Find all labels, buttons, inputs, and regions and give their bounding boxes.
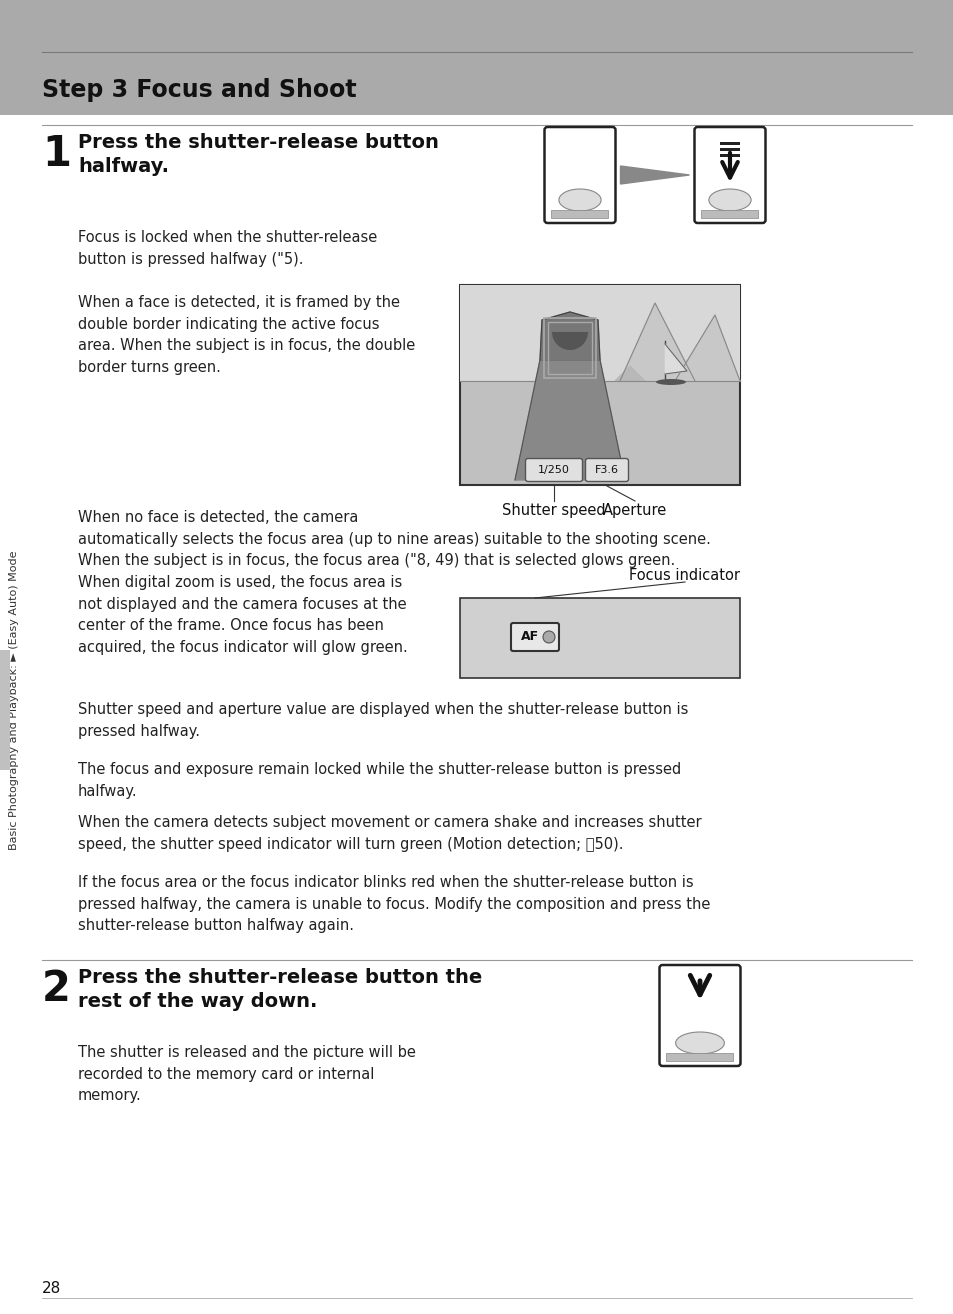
Bar xyxy=(547,322,592,374)
FancyBboxPatch shape xyxy=(525,459,582,481)
Polygon shape xyxy=(615,367,644,381)
Text: Basic Photography and Playback: ► (Easy Auto) Mode: Basic Photography and Playback: ► (Easy … xyxy=(9,551,19,850)
Text: Press the shutter-release button
halfway.: Press the shutter-release button halfway… xyxy=(78,133,438,176)
Polygon shape xyxy=(664,344,686,374)
Wedge shape xyxy=(552,332,587,350)
Bar xyxy=(0,0,953,116)
Polygon shape xyxy=(619,166,689,184)
Text: Focus is locked when the shutter-release
button is pressed halfway ("5).: Focus is locked when the shutter-release… xyxy=(78,230,376,267)
Text: The focus and exposure remain locked while the shutter-release button is pressed: The focus and exposure remain locked whi… xyxy=(78,762,680,799)
Bar xyxy=(720,142,740,145)
Bar xyxy=(700,210,758,218)
Bar xyxy=(666,1053,733,1060)
Text: When the camera detects subject movement or camera shake and increases shutter
s: When the camera detects subject movement… xyxy=(78,815,700,851)
Text: F3.6: F3.6 xyxy=(595,465,618,474)
Ellipse shape xyxy=(558,189,600,212)
Bar xyxy=(551,210,608,218)
Bar xyxy=(459,598,740,678)
Bar xyxy=(720,154,740,156)
Text: Press the shutter-release button the
rest of the way down.: Press the shutter-release button the res… xyxy=(78,968,482,1012)
Text: 1/250: 1/250 xyxy=(537,465,569,474)
FancyBboxPatch shape xyxy=(511,623,558,650)
Circle shape xyxy=(552,314,587,350)
Polygon shape xyxy=(539,311,599,360)
Circle shape xyxy=(542,631,555,643)
Ellipse shape xyxy=(656,378,685,385)
Bar xyxy=(459,285,740,381)
FancyBboxPatch shape xyxy=(694,127,764,223)
Bar xyxy=(459,285,740,485)
Text: 28: 28 xyxy=(42,1281,61,1296)
Text: Step 3 Focus and Shoot: Step 3 Focus and Shoot xyxy=(42,78,356,102)
Text: The shutter is released and the picture will be
recorded to the memory card or i: The shutter is released and the picture … xyxy=(78,1045,416,1104)
Polygon shape xyxy=(675,315,740,381)
FancyBboxPatch shape xyxy=(544,127,615,223)
Text: Shutter speed and aperture value are displayed when the shutter-release button i: Shutter speed and aperture value are dis… xyxy=(78,702,688,738)
Bar xyxy=(543,318,596,378)
Polygon shape xyxy=(619,304,695,381)
FancyBboxPatch shape xyxy=(659,964,740,1066)
FancyBboxPatch shape xyxy=(585,459,628,481)
Bar xyxy=(0,650,10,770)
Text: Focus indicator: Focus indicator xyxy=(629,568,740,583)
Bar xyxy=(720,148,740,151)
Polygon shape xyxy=(515,360,624,480)
Ellipse shape xyxy=(708,189,750,212)
Text: 2: 2 xyxy=(42,968,71,1010)
Text: When no face is detected, the camera
automatically selects the focus area (up to: When no face is detected, the camera aut… xyxy=(78,510,710,568)
Text: AF: AF xyxy=(520,631,538,644)
Text: Shutter speed: Shutter speed xyxy=(501,503,605,518)
Text: When a face is detected, it is framed by the
double border indicating the active: When a face is detected, it is framed by… xyxy=(78,296,415,374)
Ellipse shape xyxy=(675,1031,723,1054)
Text: If the focus area or the focus indicator blinks red when the shutter-release but: If the focus area or the focus indicator… xyxy=(78,875,710,933)
Text: When digital zoom is used, the focus area is
not displayed and the camera focuse: When digital zoom is used, the focus are… xyxy=(78,576,407,654)
Text: Aperture: Aperture xyxy=(602,503,666,518)
Text: 1: 1 xyxy=(42,133,71,175)
